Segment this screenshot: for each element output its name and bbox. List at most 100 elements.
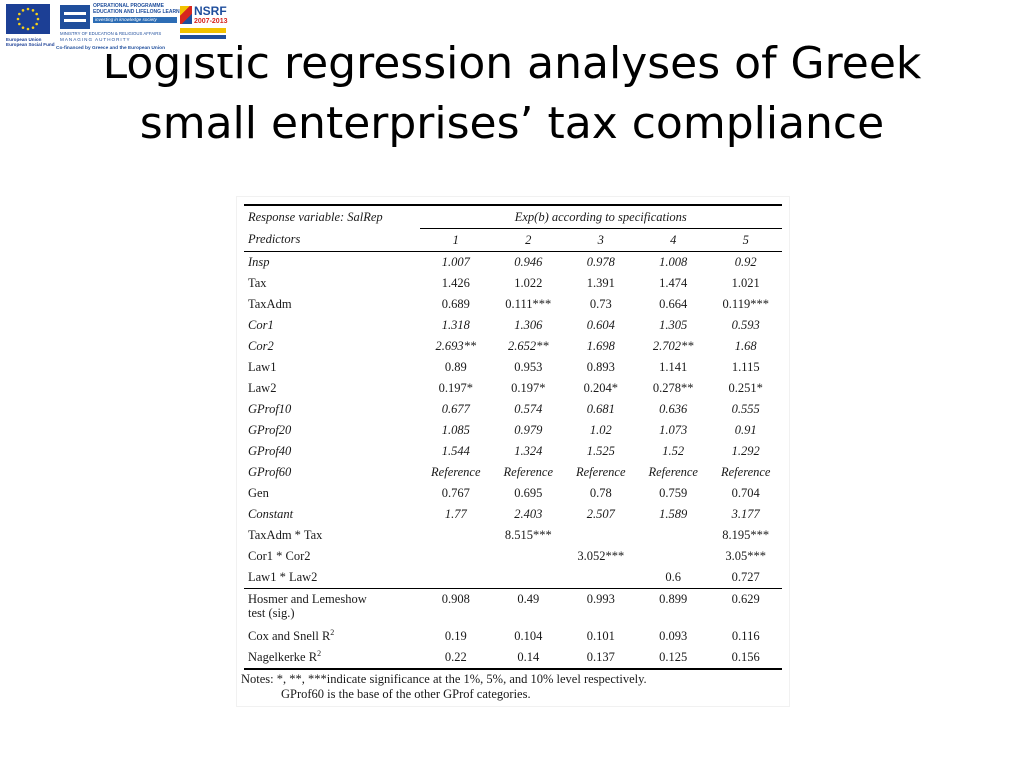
statistic-name: Hosmer and Lemeshow test (sig.) — [244, 588, 420, 626]
table-cell: 1.68 — [734, 339, 757, 353]
table-cell: 0.574 — [514, 402, 543, 416]
table-cell: 0.978 — [586, 255, 615, 269]
eu-caption: European Union European Social Fund — [6, 37, 55, 48]
table-row: TaxAdm 0.689 0.111*** 0.73 0.664 0.119*** — [244, 294, 782, 315]
table-row: Constant 1.77 2.403 2.507 1.589 3.177 — [244, 504, 782, 525]
table-cell: 0.979 — [514, 423, 543, 437]
table-cell: 0.727 — [731, 570, 760, 584]
regression-table: Response variable: SalRep Exp(b) accordi… — [244, 204, 782, 670]
table-row: Tax 1.426 1.022 1.391 1.474 1.021 — [244, 273, 782, 294]
table-cell: 1.02 — [589, 423, 612, 437]
table-cell: 0.677 — [441, 402, 470, 416]
predictor-name: GProf20 — [248, 423, 292, 437]
notes-line-1: Notes: *, **, ***indicate significance a… — [241, 672, 647, 686]
table-cell: 1.007 — [441, 255, 470, 269]
table-cell: 0.899 — [637, 588, 710, 626]
table-row: Law2 0.197* 0.197* 0.204* 0.278** 0.251* — [244, 378, 782, 399]
table-cell: 0.946 — [514, 255, 543, 269]
predictor-name: GProf40 — [248, 444, 292, 458]
predictor-name: Law1 * Law2 — [248, 570, 318, 584]
spec-number: 2 — [492, 228, 565, 252]
table-cell: 0.14 — [492, 647, 565, 670]
star-icon — [18, 12, 21, 16]
book-icon — [60, 5, 90, 29]
table-body: Insp 1.007 0.946 0.978 1.008 0.92 Tax 1.426 1.02… — [244, 252, 782, 670]
predictor-name: Cor1 — [248, 318, 274, 332]
table-cell: 0.593 — [731, 318, 760, 332]
table-cell: 0.156 — [709, 647, 782, 670]
table-cell: 0.92 — [734, 255, 757, 269]
predictor-name: Law1 — [248, 360, 277, 374]
table-cell: 0.104 — [514, 629, 543, 643]
table-cell: 1.085 — [441, 423, 470, 437]
table-cell — [637, 525, 709, 546]
table-cell: 2.693** — [435, 339, 477, 353]
table-cell: 0.704 — [731, 486, 760, 500]
table-cell — [420, 546, 492, 567]
table-cell: 2.507 — [586, 507, 615, 521]
predictor-name: GProf60 — [248, 465, 292, 479]
table-header-row-2: Predictors 1 2 3 4 5 — [244, 228, 782, 252]
predictors-label: Predictors — [244, 228, 420, 252]
table-row: Insp 1.007 0.946 0.978 1.008 0.92 — [244, 252, 782, 274]
table-cell: 0.664 — [659, 297, 688, 311]
predictor-name: Gen — [248, 486, 269, 500]
regression-table-image: Response variable: SalRep Exp(b) accordi… — [237, 197, 789, 706]
table-cell: 0.116 — [731, 629, 760, 643]
table-row: GProf20 1.085 0.979 1.02 1.073 0.91 — [244, 420, 782, 441]
star-icon — [16, 17, 20, 21]
table-cell: 0.6 — [665, 570, 682, 584]
table-cell: 3.052*** — [577, 549, 625, 563]
statistic-label: Cox and Snell R — [248, 629, 331, 644]
table-cell: 3.177 — [731, 507, 760, 521]
table-cell — [565, 567, 637, 589]
table-row: Hosmer and Lemeshow test (sig.) 0.908 0.49 0… — [244, 588, 782, 626]
table-row: Gen 0.767 0.695 0.78 0.759 0.704 — [244, 483, 782, 504]
statistic-name: Nagelkerke R2 — [244, 647, 420, 670]
table-cell: 1.77 — [444, 507, 467, 521]
table-cell: 1.324 — [514, 444, 543, 458]
star-icon — [31, 26, 35, 29]
table-cell: 0.695 — [514, 486, 543, 500]
predictor-name: Constant — [248, 507, 294, 521]
table-cell: 0.91 — [734, 423, 757, 437]
table-cell: 2.702** — [652, 339, 694, 353]
table-cell: 0.278** — [652, 381, 694, 395]
table-cell: 8.515*** — [504, 528, 552, 542]
nsrf-mark-icon — [180, 6, 192, 24]
table-row: Nagelkerke R2 0.22 0.14 0.137 0.125 0.156 — [244, 647, 782, 670]
table-cell: 0.137 — [564, 647, 637, 670]
predictor-name: Tax — [248, 276, 267, 290]
slide-title: Logistic regression analyses of Greek sm… — [0, 34, 1024, 154]
table-cell: 1.544 — [441, 444, 470, 458]
star-icon — [21, 9, 25, 12]
statistic-name: Cox and Snell R2 — [244, 626, 420, 647]
star-icon — [21, 26, 25, 29]
table-row: GProf40 1.544 1.324 1.525 1.52 1.292 — [244, 441, 782, 462]
star-icon — [26, 7, 30, 11]
table-cell: 1.698 — [586, 339, 615, 353]
star-icon — [18, 22, 21, 26]
star-icon — [35, 12, 38, 16]
operational-programme-logo: OPERATIONAL PROGRAMME EDUCATION AND LIFE… — [56, 3, 189, 51]
table-cell: 0.759 — [659, 486, 688, 500]
table-cell: 1.525 — [586, 444, 615, 458]
spec-number: 3 — [564, 228, 637, 252]
table-cell: 0.689 — [441, 297, 470, 311]
star-icon — [31, 9, 35, 12]
table-cell: 1.115 — [731, 360, 760, 374]
table-cell: 1.52 — [662, 444, 685, 458]
table-cell: 0.19 — [444, 629, 467, 643]
response-variable-label: Response variable: SalRep — [244, 204, 420, 229]
predictor-name: Insp — [248, 255, 270, 269]
nsrf-logo: NSRF 2007-2013 — [180, 4, 232, 46]
table-cell: 0.111*** — [505, 297, 552, 311]
table-row: Cox and Snell R2 0.19 0.104 0.101 0.093 0.116 — [244, 626, 782, 647]
slide-title-line-2: small enterprises’ tax compliance — [139, 98, 885, 149]
table-cell: 0.197* — [438, 381, 473, 395]
predictor-name: Cor1 * Cor2 — [248, 549, 311, 563]
table-cell: 0.681 — [586, 402, 615, 416]
table-row: Cor1 1.318 1.306 0.604 1.305 0.593 — [244, 315, 782, 336]
table-cell: Reference — [720, 465, 771, 479]
table-cell: Reference — [576, 465, 626, 479]
